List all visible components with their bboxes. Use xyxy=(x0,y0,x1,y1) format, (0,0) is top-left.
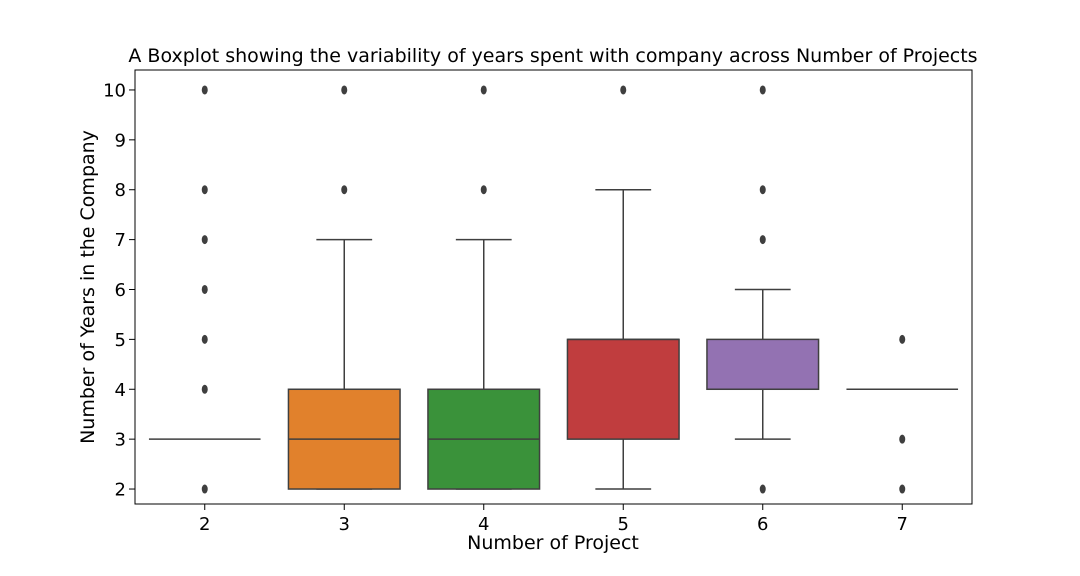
outlier-point xyxy=(759,185,766,195)
box-group xyxy=(846,334,959,494)
y-tick-label: 4 xyxy=(115,380,126,401)
box-group xyxy=(148,85,261,494)
y-tick-label: 5 xyxy=(115,330,126,351)
x-tick-label: 4 xyxy=(478,514,489,535)
y-tick-label: 6 xyxy=(115,280,126,301)
y-tick-label: 7 xyxy=(115,230,126,251)
outlier-point xyxy=(341,185,348,195)
outlier-point xyxy=(341,85,348,95)
outlier-point xyxy=(201,85,208,95)
x-tick-label: 2 xyxy=(199,514,210,535)
outlier-point xyxy=(899,484,906,494)
outlier-point xyxy=(201,185,208,195)
y-tick-label: 9 xyxy=(115,130,126,151)
outlier-point xyxy=(620,85,627,95)
iqr-box xyxy=(706,338,820,391)
y-axis: 2 3 4 5 6 7 8 9 10 xyxy=(103,80,135,501)
outlier-point xyxy=(899,434,906,444)
outlier-point xyxy=(759,484,766,494)
box-group xyxy=(706,85,820,494)
y-tick-label: 8 xyxy=(115,180,126,201)
iqr-box xyxy=(566,338,680,440)
outlier-point xyxy=(201,284,208,294)
outlier-point xyxy=(201,235,208,245)
plot-area-frame xyxy=(134,69,973,505)
x-tick-label: 7 xyxy=(897,514,908,535)
x-axis-label: Number of Project xyxy=(467,532,639,554)
outlier-point xyxy=(899,334,906,344)
chart-title: A Boxplot showing the variability of yea… xyxy=(128,45,977,67)
outlier-point xyxy=(201,484,208,494)
x-tick-label: 5 xyxy=(618,514,629,535)
box-group xyxy=(287,85,401,490)
x-tick-label: 3 xyxy=(339,514,350,535)
outlier-point xyxy=(201,384,208,394)
outlier-point xyxy=(759,235,766,245)
outlier-point xyxy=(480,185,487,195)
outlier-point xyxy=(759,85,766,95)
y-tick-label: 10 xyxy=(103,80,126,101)
y-tick-label: 3 xyxy=(115,430,126,451)
x-axis: 2 3 4 5 6 7 xyxy=(199,504,908,535)
box-group xyxy=(566,85,680,490)
x-tick-label: 6 xyxy=(757,514,768,535)
outlier-point xyxy=(480,85,487,95)
box-group xyxy=(427,85,541,490)
y-tick-label: 2 xyxy=(115,480,126,501)
outlier-point xyxy=(201,334,208,344)
y-axis-label: Number of Years in the Company xyxy=(77,130,99,444)
boxes-layer xyxy=(148,85,959,494)
